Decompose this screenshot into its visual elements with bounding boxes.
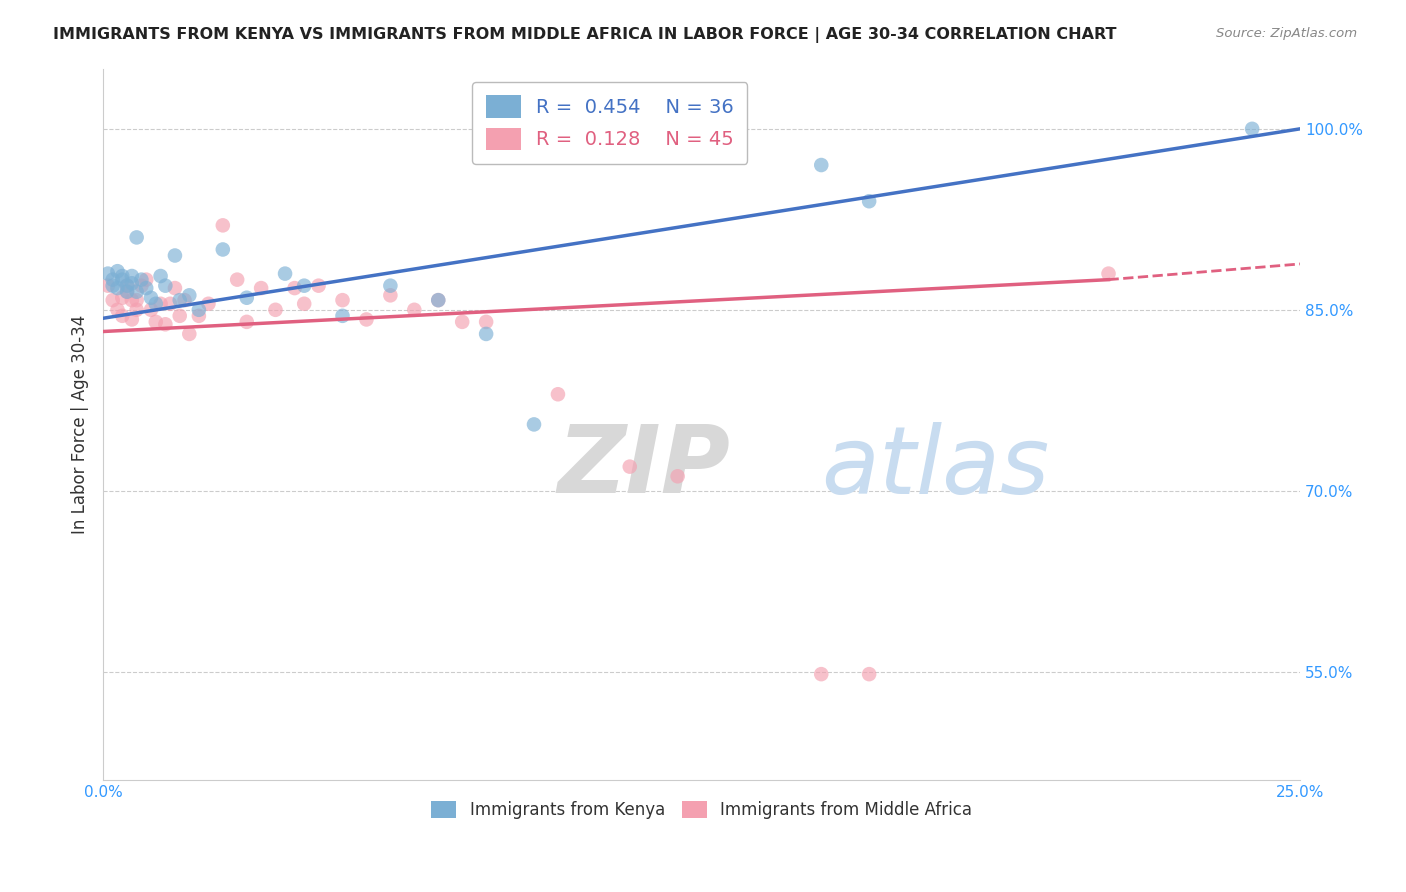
Point xyxy=(211,243,233,257)
Point xyxy=(666,469,689,483)
Point xyxy=(111,309,134,323)
Point xyxy=(475,326,498,341)
Point xyxy=(101,272,124,286)
Point xyxy=(149,297,172,311)
Point xyxy=(107,264,129,278)
Point xyxy=(131,278,153,293)
Point xyxy=(115,278,138,293)
Point xyxy=(211,219,233,233)
Point xyxy=(169,309,191,323)
Point xyxy=(427,293,450,307)
Legend: Immigrants from Kenya, Immigrants from Middle Africa: Immigrants from Kenya, Immigrants from M… xyxy=(425,794,979,825)
Point xyxy=(547,387,569,401)
Point xyxy=(236,291,259,305)
Point xyxy=(169,293,191,307)
Point xyxy=(1097,267,1119,281)
Point xyxy=(187,309,209,323)
Point xyxy=(125,293,148,307)
Point xyxy=(810,667,832,681)
Text: IMMIGRANTS FROM KENYA VS IMMIGRANTS FROM MIDDLE AFRICA IN LABOR FORCE | AGE 30-3: IMMIGRANTS FROM KENYA VS IMMIGRANTS FROM… xyxy=(53,27,1116,43)
Point xyxy=(125,302,148,317)
Point xyxy=(101,278,124,293)
Point xyxy=(250,281,273,295)
Point xyxy=(404,302,426,317)
Point xyxy=(121,268,143,283)
Point xyxy=(115,285,138,299)
Point xyxy=(332,309,354,323)
Point xyxy=(427,293,450,307)
Point xyxy=(380,288,402,302)
Point xyxy=(714,145,737,160)
Point xyxy=(197,297,219,311)
Point xyxy=(332,293,354,307)
Text: Source: ZipAtlas.com: Source: ZipAtlas.com xyxy=(1216,27,1357,40)
Point xyxy=(107,281,129,295)
Y-axis label: In Labor Force | Age 30-34: In Labor Force | Age 30-34 xyxy=(72,315,89,534)
Point xyxy=(125,230,148,244)
Point xyxy=(1241,121,1264,136)
Point xyxy=(292,297,315,311)
Point xyxy=(155,318,177,332)
Point xyxy=(121,312,143,326)
Point xyxy=(149,268,172,283)
Point xyxy=(163,281,186,295)
Point xyxy=(101,293,124,307)
Point xyxy=(187,302,209,317)
Point xyxy=(135,272,157,286)
Point xyxy=(523,417,546,432)
Text: atlas: atlas xyxy=(821,422,1049,513)
Point xyxy=(475,315,498,329)
Point xyxy=(115,285,138,299)
Point xyxy=(111,272,134,286)
Point xyxy=(121,277,143,291)
Point xyxy=(356,312,378,326)
Point xyxy=(145,315,167,329)
Point xyxy=(125,285,148,299)
Point xyxy=(226,272,249,286)
Point xyxy=(264,302,287,317)
Point xyxy=(179,326,201,341)
Point xyxy=(159,297,181,311)
Point xyxy=(135,281,157,295)
Point xyxy=(179,288,201,302)
Point xyxy=(163,248,186,262)
Point xyxy=(121,293,143,307)
Point xyxy=(155,278,177,293)
Point xyxy=(858,194,880,209)
Point xyxy=(173,293,195,307)
Point xyxy=(139,291,162,305)
Point xyxy=(858,667,880,681)
Point xyxy=(619,459,641,474)
Point xyxy=(380,278,402,293)
Text: ZIP: ZIP xyxy=(558,421,731,513)
Point xyxy=(97,267,120,281)
Point xyxy=(274,267,297,281)
Point xyxy=(115,278,138,293)
Point xyxy=(236,315,259,329)
Point xyxy=(308,278,330,293)
Point xyxy=(131,272,153,286)
Point xyxy=(810,158,832,172)
Point xyxy=(284,281,307,295)
Point xyxy=(145,297,167,311)
Point xyxy=(111,291,134,305)
Point xyxy=(292,278,315,293)
Point xyxy=(111,268,134,283)
Point xyxy=(451,315,474,329)
Point xyxy=(97,278,120,293)
Point xyxy=(139,302,162,317)
Point xyxy=(107,302,129,317)
